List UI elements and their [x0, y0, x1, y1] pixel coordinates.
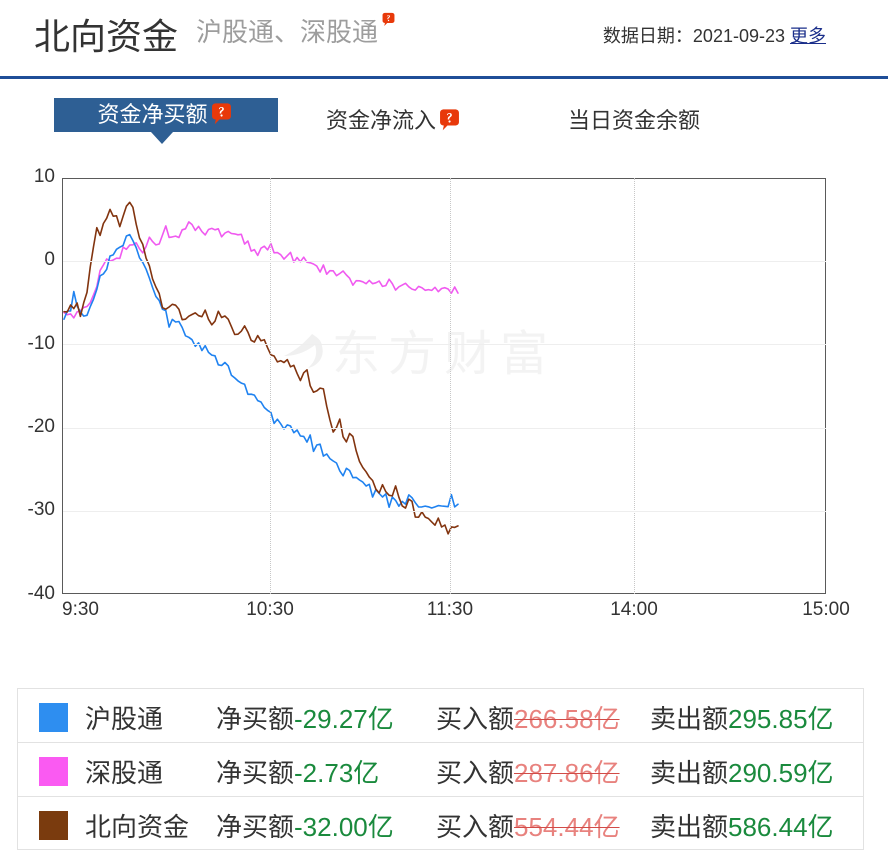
- svg-text:东方财富: 东方财富: [332, 328, 556, 381]
